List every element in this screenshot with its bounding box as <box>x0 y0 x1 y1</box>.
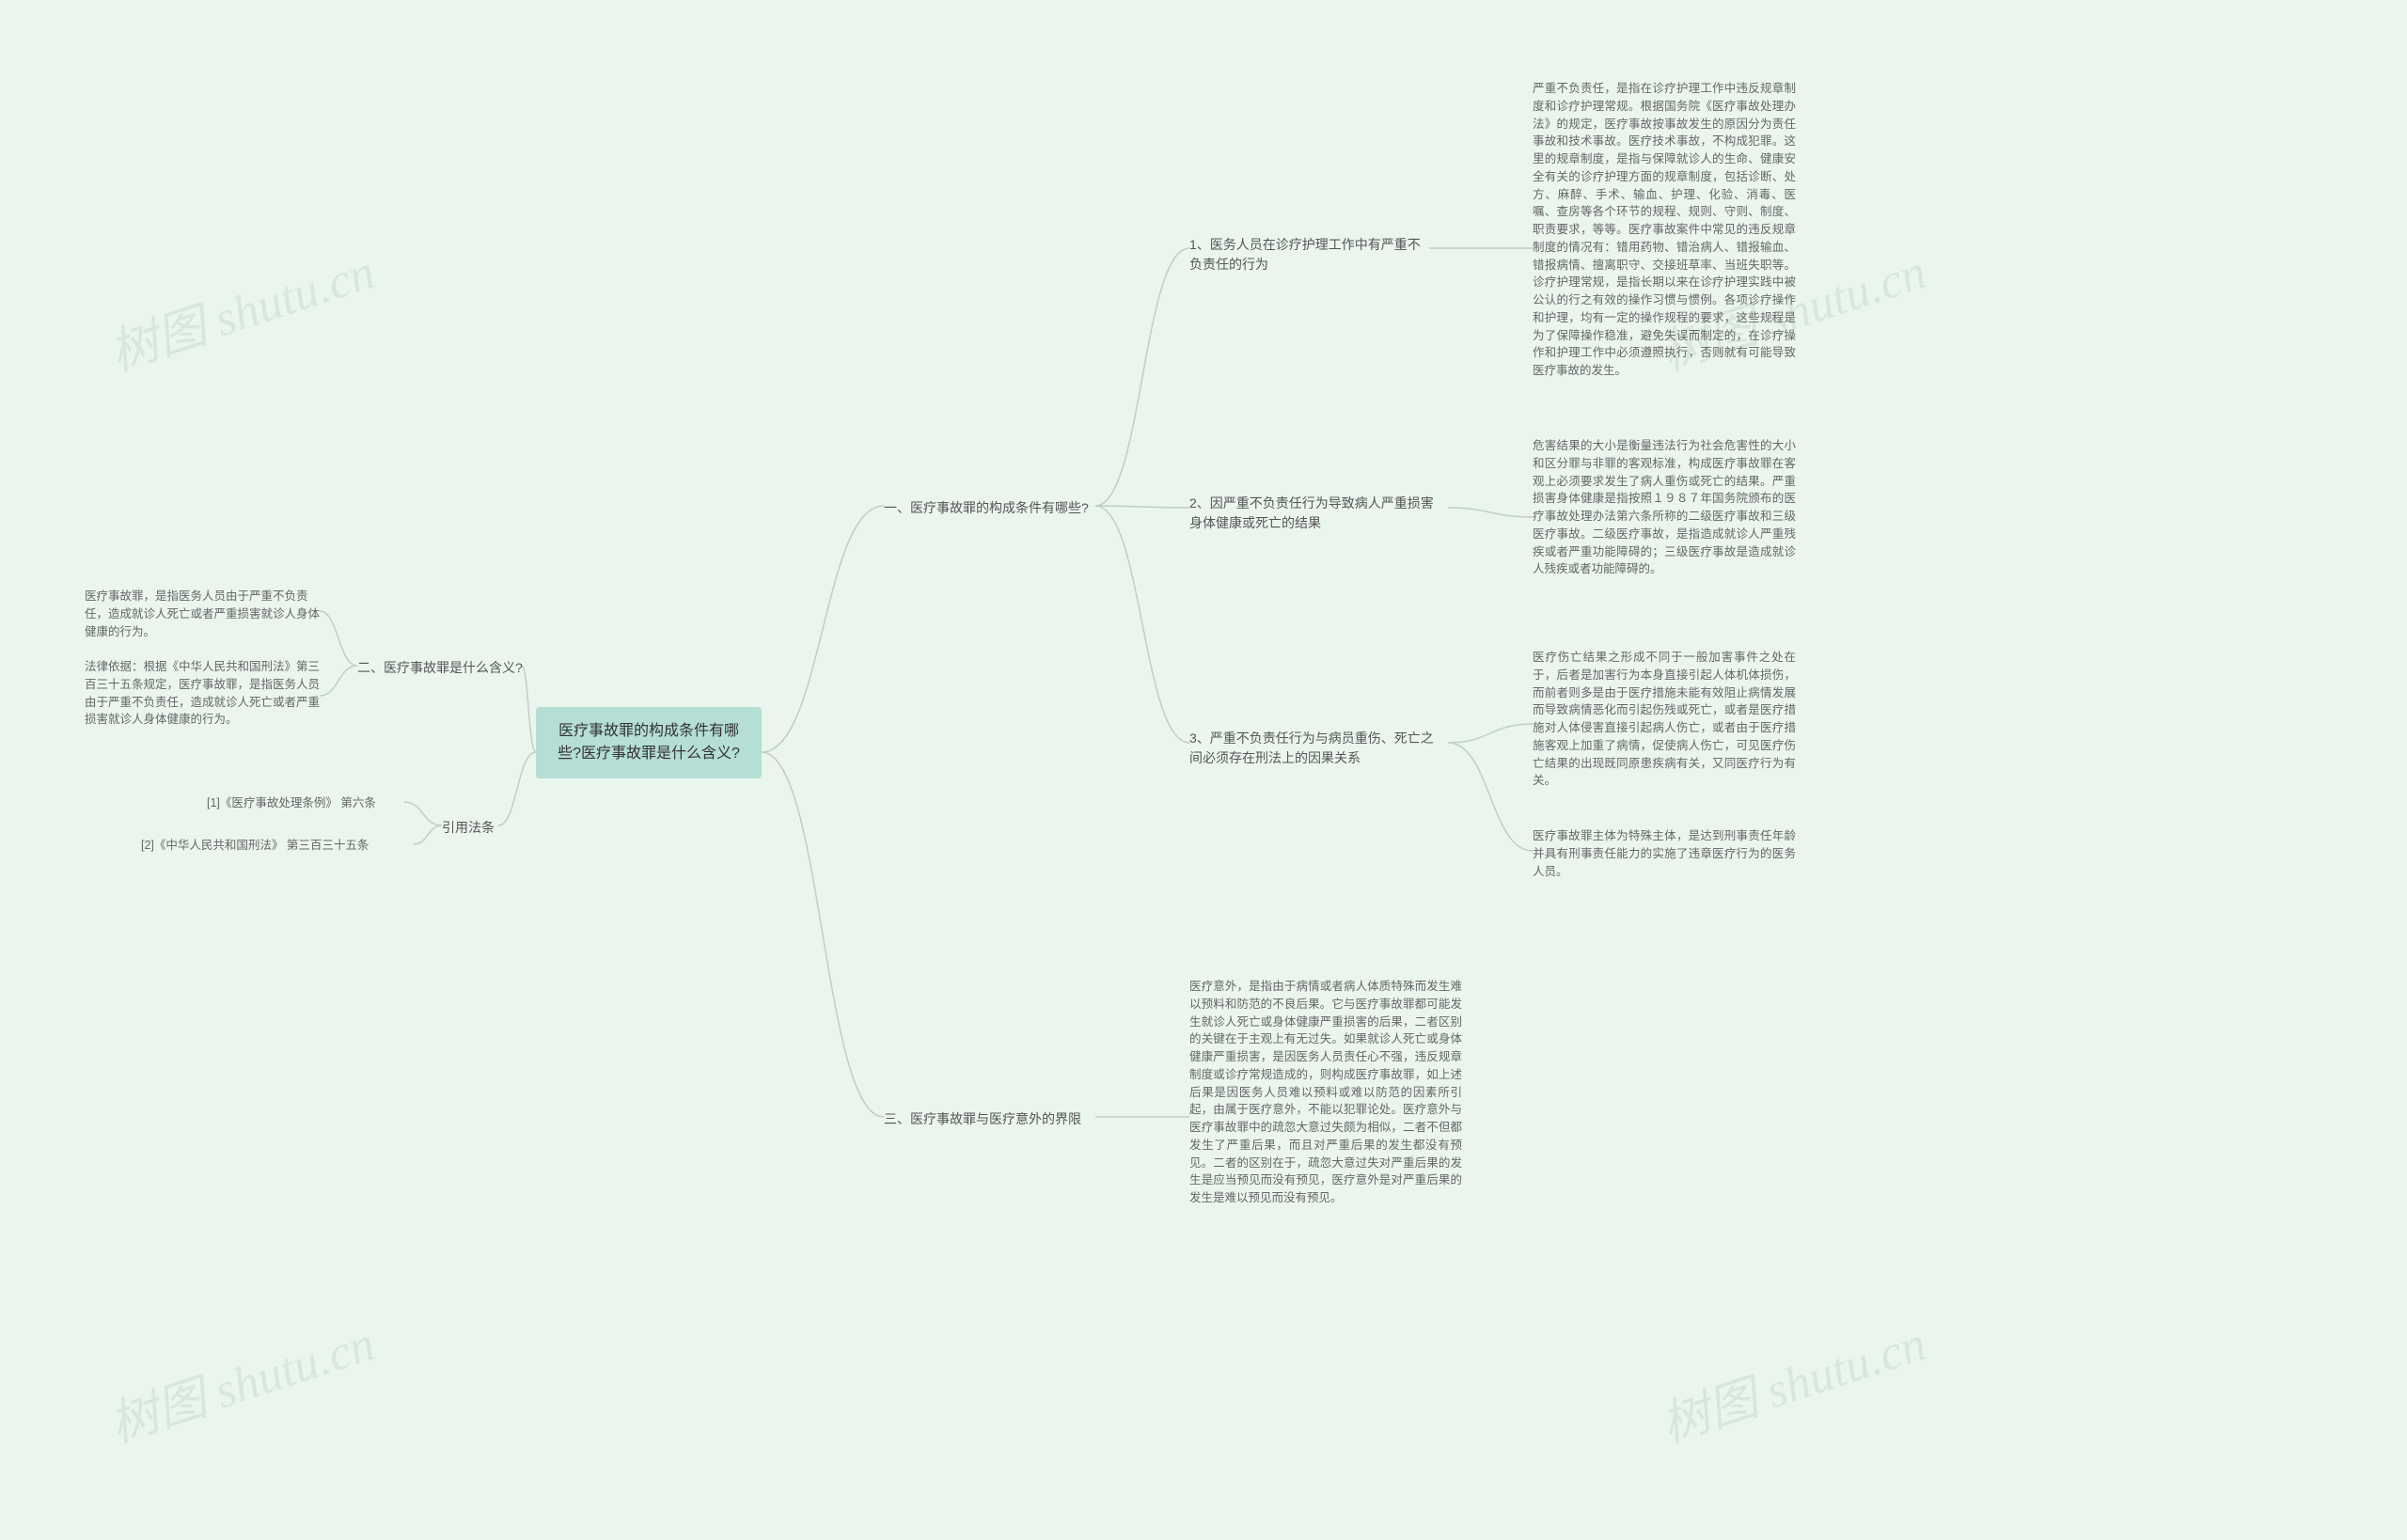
connector-layer <box>0 0 2407 1540</box>
leaf-1-2: 危害结果的大小是衡量违法行为社会危害性的大小和区分罪与非罪的客观标准，构成医疗事… <box>1533 437 1796 578</box>
branch-section-1: 一、医疗事故罪的构成条件有哪些? <box>884 498 1089 518</box>
branch-1-child-1: 1、医务人员在诊疗护理工作中有严重不负责任的行为 <box>1189 235 1424 275</box>
leaf-2a: 医疗事故罪，是指医务人员由于严重不负责任，造成就诊人死亡或者严重损害就诊人身体健… <box>85 588 320 640</box>
root-node: 医疗事故罪的构成条件有哪些?医疗事故罪是什么含义? <box>536 707 762 778</box>
branch-1-child-2: 2、因严重不负责任行为导致病人严重损害身体健康或死亡的结果 <box>1189 494 1443 533</box>
watermark: 树图 shutu.cn <box>1651 1304 1934 1455</box>
leaf-3: 医疗意外，是指由于病情或者病人体质特殊而发生难以预料和防范的不良后果。它与医疗事… <box>1189 978 1462 1207</box>
leaf-cite-2: [2]《中华人民共和国刑法》 第三百三十五条 <box>141 837 414 855</box>
branch-section-2: 二、医疗事故罪是什么含义? <box>357 658 523 678</box>
leaf-1-3b: 医疗事故罪主体为特殊主体，是达到刑事责任年龄并具有刑事责任能力的实施了违章医疗行… <box>1533 827 1796 880</box>
leaf-1-3a: 医疗伤亡结果之形成不同于一般加害事件之处在于，后者是加害行为本身直接引起人体机体… <box>1533 649 1796 790</box>
leaf-2b: 法律依据：根据《中华人民共和国刑法》第三百三十五条规定，医疗事故罪，是指医务人员… <box>85 658 320 729</box>
leaf-1-1: 严重不负责任，是指在诊疗护理工作中违反规章制度和诊疗护理常规。根据国务院《医疗事… <box>1533 80 1796 380</box>
branch-cited-articles: 引用法条 <box>442 818 495 838</box>
watermark: 树图 shutu.cn <box>100 232 383 384</box>
watermark: 树图 shutu.cn <box>100 1304 383 1455</box>
branch-section-3: 三、医疗事故罪与医疗意外的界限 <box>884 1109 1081 1129</box>
branch-1-child-3: 3、严重不负责任行为与病员重伤、死亡之间必须存在刑法上的因果关系 <box>1189 729 1443 768</box>
leaf-cite-1: [1]《医疗事故处理条例》 第六条 <box>207 794 404 812</box>
